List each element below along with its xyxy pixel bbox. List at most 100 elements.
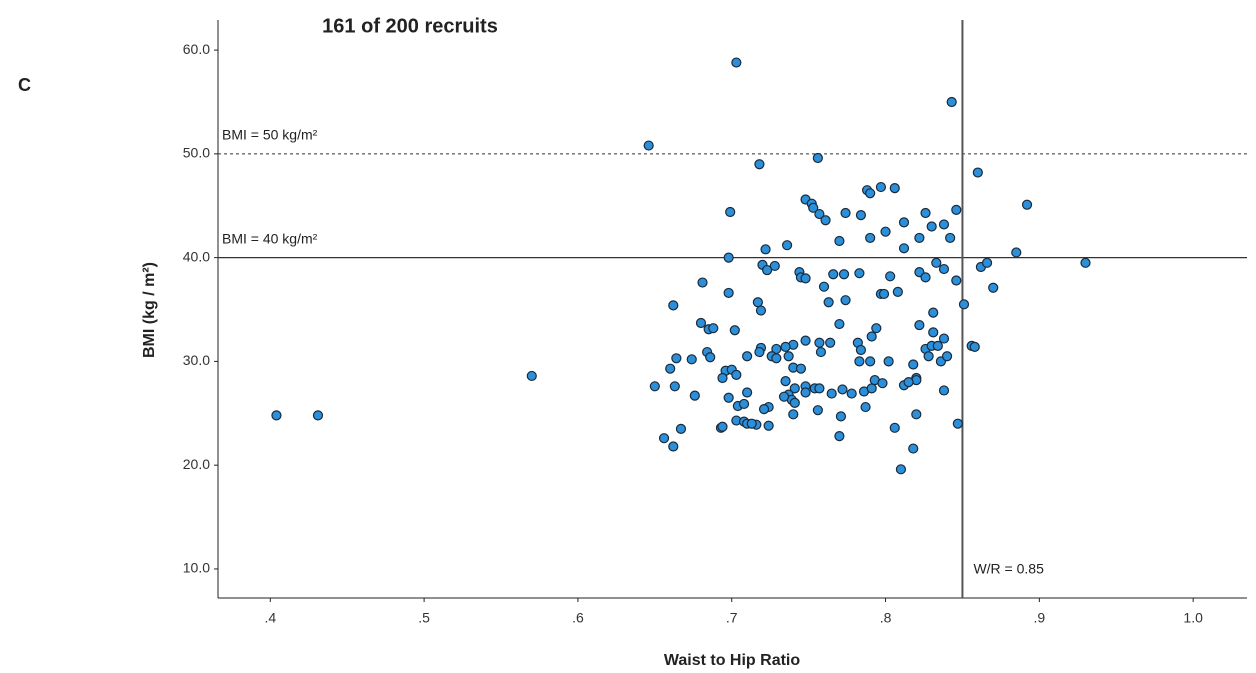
point: [771, 353, 782, 364]
point: [826, 388, 837, 399]
point: [780, 376, 791, 387]
point: [895, 464, 907, 475]
point: [758, 404, 770, 415]
point: [972, 167, 983, 178]
point: [649, 381, 660, 392]
point: [782, 240, 793, 251]
point: [865, 232, 876, 244]
point: [866, 383, 877, 394]
point: [725, 206, 736, 218]
reference-label: W/R = 0.85: [973, 561, 1044, 577]
point: [755, 305, 767, 316]
panel-label: C: [18, 75, 31, 95]
point: [760, 244, 771, 255]
reference-label: BMI = 50 kg/m²: [222, 127, 318, 143]
point: [814, 383, 825, 394]
point: [658, 433, 670, 444]
point: [717, 421, 728, 432]
point: [952, 418, 963, 429]
point: [795, 363, 807, 374]
y-tick-label: 10.0: [183, 560, 210, 576]
point: [671, 353, 682, 364]
point: [880, 226, 891, 237]
point: [789, 383, 800, 394]
point: [914, 232, 925, 244]
reference-label: BMI = 40 kg/m²: [222, 230, 318, 246]
y-tick-label: 50.0: [183, 145, 210, 161]
x-tick-label: .9: [1034, 610, 1046, 626]
point: [800, 335, 811, 346]
point: [738, 398, 750, 410]
point: [778, 391, 790, 402]
point: [789, 397, 800, 409]
point: [752, 297, 763, 308]
point: [908, 443, 919, 454]
point: [1011, 247, 1022, 258]
point: [783, 351, 794, 362]
point: [835, 411, 847, 422]
point: [665, 363, 676, 374]
x-tick-label: .4: [264, 610, 276, 626]
point: [946, 96, 957, 108]
point: [271, 410, 282, 421]
point: [969, 341, 980, 352]
point: [1080, 257, 1091, 268]
x-tick-label: 1.0: [1183, 610, 1203, 626]
point: [923, 351, 934, 362]
point: [1021, 199, 1033, 210]
y-tick-label: 20.0: [183, 456, 210, 472]
point: [903, 377, 914, 388]
x-axis-label: Waist to Hip Ratio: [664, 652, 801, 669]
point: [892, 286, 903, 297]
point: [945, 232, 956, 244]
point: [708, 323, 719, 334]
point: [981, 257, 993, 268]
x-tick-label: .5: [418, 610, 430, 626]
point: [854, 268, 865, 279]
point: [763, 420, 774, 431]
point: [938, 219, 950, 230]
point: [878, 288, 890, 300]
point: [834, 318, 845, 330]
x-tick-label: .8: [880, 610, 892, 626]
point: [854, 356, 865, 367]
point: [898, 217, 910, 228]
point: [815, 346, 827, 358]
point: [828, 269, 839, 280]
point: [928, 307, 939, 318]
x-tick-label: .7: [726, 610, 738, 626]
point: [840, 295, 851, 306]
point: [914, 319, 925, 331]
point: [820, 215, 831, 226]
point: [769, 260, 780, 272]
point: [800, 387, 811, 398]
point: [928, 327, 939, 338]
point: [729, 325, 740, 336]
point: [877, 378, 888, 389]
point: [898, 243, 910, 254]
point: [951, 204, 962, 215]
point: [723, 287, 734, 299]
y-tick-label: 30.0: [183, 352, 210, 368]
point: [762, 264, 773, 276]
point: [788, 409, 799, 420]
point: [938, 263, 950, 275]
chart-title: 161 of 200 recruits: [322, 15, 498, 37]
point: [742, 351, 753, 362]
point: [669, 381, 680, 392]
point: [920, 272, 931, 283]
point: [931, 257, 942, 268]
point: [675, 423, 687, 434]
point: [717, 372, 728, 384]
point: [875, 181, 887, 193]
point: [742, 387, 753, 398]
point: [686, 354, 697, 365]
point: [883, 356, 894, 367]
point: [865, 188, 876, 199]
point: [926, 221, 937, 232]
point: [834, 235, 845, 247]
y-tick-label: 40.0: [183, 248, 210, 264]
point: [723, 392, 734, 403]
point: [855, 209, 867, 221]
